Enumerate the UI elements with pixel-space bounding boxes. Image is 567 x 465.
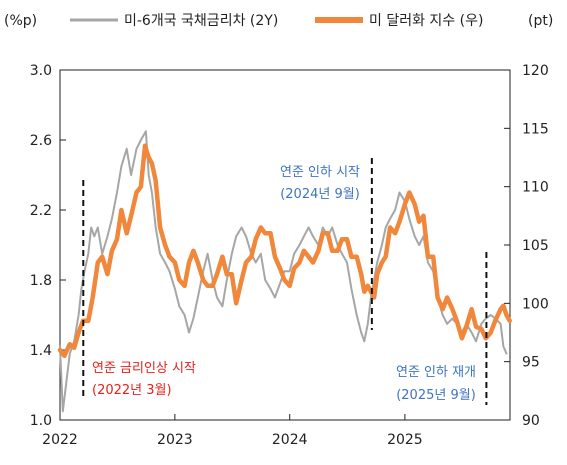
annotation-date: (2022년 3월) — [92, 383, 172, 398]
legend-label-spread: 미-6개국 국채금리차 (2Y) — [124, 13, 278, 29]
annotation-date: (2024년 9월) — [280, 187, 360, 202]
x-tick-label: 2022 — [42, 432, 78, 448]
right-tick-label: 90 — [522, 413, 540, 429]
series-layer — [57, 130, 512, 413]
right-tick-label: 105 — [522, 238, 549, 254]
left-axis-unit: (%p) — [4, 13, 37, 29]
x-tick-label: 2023 — [157, 432, 193, 448]
left-axis: 1.0 1.4 1.8 2.2 2.6 3.0 — [30, 63, 66, 429]
legend-label-dxy: 미 달러화 지수 (우) — [369, 13, 483, 29]
left-tick-label: 1.0 — [30, 413, 52, 429]
left-tick-label: 3.0 — [30, 63, 52, 79]
annotation-title: 연준 금리인상 시작 — [92, 361, 196, 376]
right-tick-label: 120 — [522, 63, 549, 79]
right-tick-label: 100 — [522, 296, 549, 312]
right-tick-label: 110 — [522, 180, 549, 196]
x-axis: 2022 2023 2024 2025 — [42, 414, 423, 448]
left-tick-label: 1.4 — [30, 343, 52, 359]
annotation-title: 연준 인하 시작 — [280, 165, 360, 180]
x-tick-label: 2024 — [272, 432, 308, 448]
legend: 미-6개국 국채금리차 (2Y) 미 달러화 지수 (우) — [70, 13, 483, 29]
right-axis: 90 95 100 105 110 115 120 — [504, 63, 549, 429]
right-tick-label: 115 — [522, 121, 549, 137]
left-tick-label: 2.2 — [30, 203, 52, 219]
annotation-date: (2025년 9월) — [396, 388, 476, 403]
x-tick-label: 2025 — [387, 432, 423, 448]
series-line-dxy — [57, 143, 512, 359]
series-line-spread — [59, 130, 508, 413]
left-tick-label: 1.8 — [30, 273, 52, 289]
annotation-layer: 연준 금리인상 시작 (2022년 3월) 연준 인하 시작 (2024년 9월) 연준… — [82, 158, 488, 405]
right-axis-unit: (pt) — [528, 13, 553, 29]
left-tick-label: 2.6 — [30, 133, 52, 149]
right-tick-label: 95 — [522, 355, 540, 371]
annotation-title: 연준 인하 재개 — [396, 365, 476, 380]
